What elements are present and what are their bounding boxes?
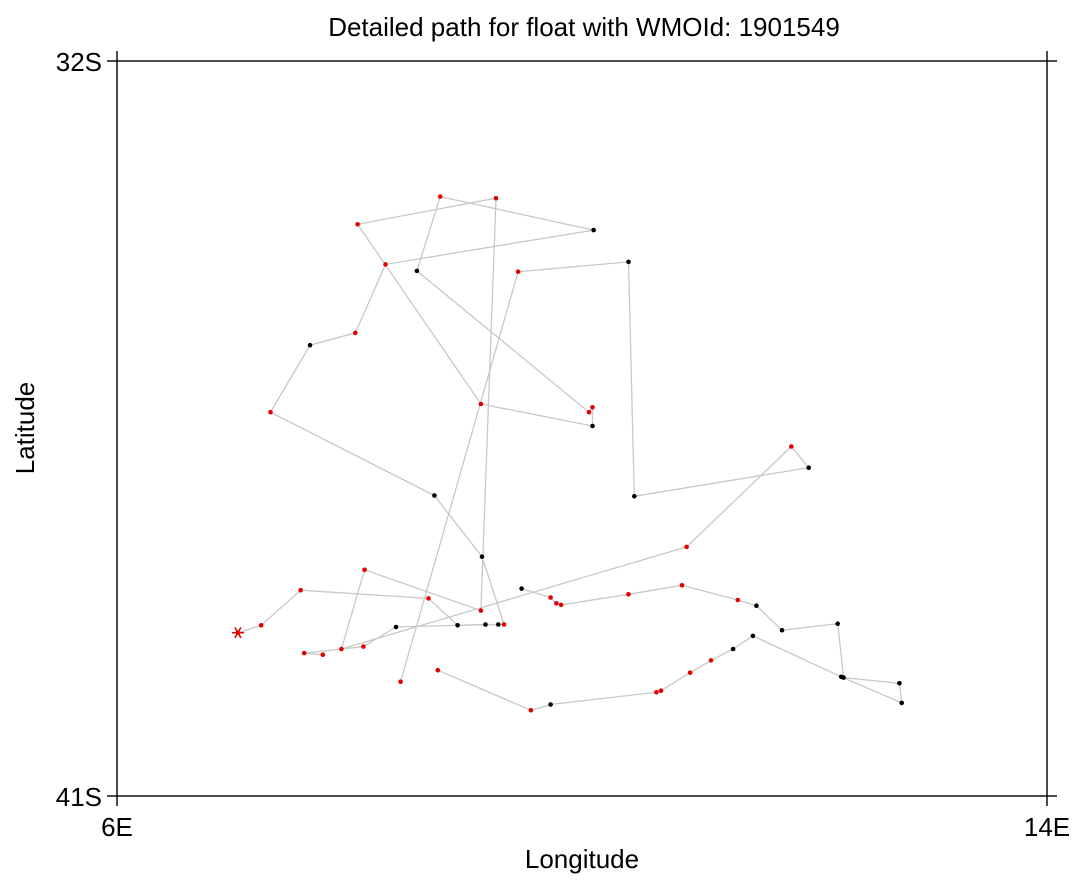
float-point-0-11 xyxy=(383,262,388,267)
float-point-1-15 xyxy=(730,646,736,652)
float-point-1-20 xyxy=(548,702,553,707)
float-point-2-4 xyxy=(483,622,488,627)
float-point-1-6 xyxy=(735,597,741,603)
float-point-1-12 xyxy=(899,700,904,706)
float-point-1-7 xyxy=(754,603,759,608)
float-point-0-12 xyxy=(591,227,596,233)
float-point-1-9 xyxy=(835,621,840,626)
float-point-0-13 xyxy=(437,194,443,199)
float-point-1-2 xyxy=(554,601,559,606)
y-axis-label: Latitude xyxy=(10,382,40,475)
start-marker-group xyxy=(231,627,244,639)
float-point-1-22 xyxy=(435,667,441,673)
float-point-0-3 xyxy=(426,596,431,601)
float-point-0-27 xyxy=(632,494,637,499)
path-segment-2 xyxy=(304,623,499,656)
float-point-1-17 xyxy=(687,670,693,675)
plot-frame xyxy=(116,60,1048,797)
float-point-1-4 xyxy=(626,592,631,597)
float-point-1-0 xyxy=(519,586,524,591)
float-point-2-2 xyxy=(361,644,366,649)
float-point-0-15 xyxy=(586,409,592,415)
float-point-0-28 xyxy=(626,259,631,265)
float-point-1-3 xyxy=(558,602,564,608)
float-point-1-18 xyxy=(658,688,664,693)
float-point-0-5 xyxy=(501,622,507,627)
float-point-0-2 xyxy=(298,587,304,593)
float-point-0-25 xyxy=(789,444,794,449)
float-point-1-1 xyxy=(548,595,553,600)
float-point-0-22 xyxy=(362,567,367,573)
float-point-1-21 xyxy=(528,708,534,713)
path-segment-1 xyxy=(437,584,903,711)
float-point-0-17 xyxy=(590,423,595,429)
float-point-0-30 xyxy=(398,679,403,684)
y-tick-label-top: 32S xyxy=(56,47,102,77)
float-point-0-16 xyxy=(590,405,595,410)
float-point-0-23 xyxy=(339,646,344,652)
float-point-0-21 xyxy=(478,608,484,613)
float-point-0-18 xyxy=(478,401,484,407)
float-point-0-10 xyxy=(353,330,358,336)
float-point-0-7 xyxy=(432,493,437,498)
float-point-0-19 xyxy=(355,222,360,227)
float-positions xyxy=(235,194,904,713)
float-point-0-20 xyxy=(493,195,499,201)
float-point-0-1 xyxy=(258,623,264,628)
float-point-0-26 xyxy=(806,465,811,471)
float-point-2-0 xyxy=(320,652,326,657)
float-point-0-9 xyxy=(307,342,313,348)
chart-title: Detailed path for float with WMOId: 1901… xyxy=(328,12,840,42)
float-point-1-13 xyxy=(838,674,844,680)
x-tick-label-right: 14E xyxy=(1024,812,1070,842)
float-point-0-6 xyxy=(479,554,485,559)
y-tick-label-bottom: 41S xyxy=(56,782,102,812)
start-asterisk-stroke-2 xyxy=(234,627,242,639)
float-path-lines xyxy=(237,195,903,711)
float-point-1-8 xyxy=(779,627,785,633)
float-point-1-16 xyxy=(708,658,714,663)
float-point-2-5 xyxy=(496,622,501,627)
float-point-1-19 xyxy=(654,690,659,695)
float-point-0-24 xyxy=(684,544,689,550)
float-point-0-4 xyxy=(455,623,460,628)
float-point-1-5 xyxy=(679,583,685,588)
path-segment-0 xyxy=(237,195,810,682)
float-point-0-29 xyxy=(515,269,521,275)
float-point-0-14 xyxy=(414,268,420,274)
x-tick-label-left: 6E xyxy=(101,812,133,842)
float-point-0-8 xyxy=(268,409,273,415)
float-point-2-3 xyxy=(393,624,399,630)
float-point-2-1 xyxy=(301,650,307,656)
float-point-1-11 xyxy=(897,681,902,686)
float-point-1-14 xyxy=(750,633,756,639)
x-axis-label: Longitude xyxy=(525,844,639,874)
